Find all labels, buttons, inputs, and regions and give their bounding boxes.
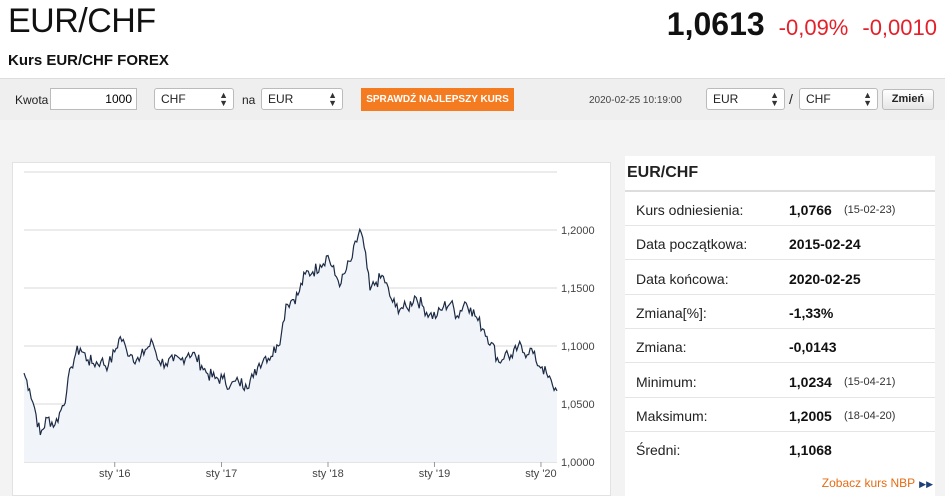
nbp-rate-link[interactable]: Zobacz kurs NBP ▶▶: [822, 476, 933, 490]
stat-value: 1,2005: [789, 407, 832, 424]
to-currency-value: EUR: [268, 92, 294, 106]
stat-label: Maksimum:: [636, 407, 708, 424]
stat-label: Minimum:: [636, 373, 697, 390]
pair-base-value: EUR: [713, 92, 739, 106]
from-currency-value: CHF: [161, 92, 186, 106]
select-arrows-icon: ▲ ▼: [863, 90, 872, 108]
quote-timestamp: 2020-02-25 10:19:00: [589, 95, 682, 106]
y-tick-label: 1,1500: [561, 283, 595, 295]
amount-label: Kwota: [15, 93, 49, 107]
y-tick-label: 1,2000: [561, 225, 595, 237]
page-title: EUR/CHF: [8, 2, 156, 40]
stat-value: 1,0234: [789, 373, 832, 390]
change-percent: -0,09%: [778, 15, 849, 40]
stat-date: (15-04-21): [844, 375, 896, 388]
pair-separator: /: [789, 91, 793, 107]
stat-value: -0,0143: [789, 339, 837, 356]
nbp-link-label: Zobacz kurs NBP: [821, 476, 916, 490]
select-arrows-icon: ▲ ▼: [328, 90, 337, 108]
x-tick-label: sty '18: [312, 468, 343, 480]
to-label: na: [242, 93, 256, 107]
price-chart[interactable]: 1,0000 1,0500 1,1000 1,1500 1,2000 sty '16 sty…: [12, 162, 611, 496]
stat-date: (18-04-20): [844, 409, 896, 422]
stat-label: Data końcowa:: [636, 270, 729, 287]
x-tick-label: sty '19: [419, 468, 450, 480]
stat-label: Kurs odniesienia:: [636, 202, 744, 218]
stat-row: Zmiana: -0,0143: [625, 329, 935, 364]
stat-value: 2020-02-25: [789, 270, 861, 287]
to-currency-select[interactable]: EUR ▲ ▼: [261, 88, 343, 110]
stats-panel: EUR/CHF Kurs odniesienia: 1,0766 (15-02-23…: [625, 156, 935, 496]
pair-quote-value: CHF: [806, 92, 831, 106]
x-tick-label: sty '17: [206, 468, 237, 480]
change-pair-button[interactable]: Zmień: [882, 89, 934, 110]
page-subtitle: Kurs EUR/CHF FOREX: [8, 52, 169, 69]
stat-row: Zmiana[%]: -1,33%: [625, 295, 935, 329]
pair-base-select[interactable]: EUR ▲ ▼: [706, 88, 785, 110]
y-tick-label: 1,0000: [561, 457, 595, 469]
stat-value: 2015-02-24: [789, 236, 861, 253]
stat-label: Zmiana[%]:: [636, 304, 707, 321]
stat-value: 1,1068: [789, 442, 832, 459]
stat-value: -1,33%: [789, 304, 834, 321]
x-tick-label: sty '20: [525, 468, 556, 480]
stat-row: Maksimum: 1,2005 (18-04-20): [625, 398, 935, 432]
quote-box: 1,0613 -0,09% -0,0010: [667, 6, 937, 43]
stat-row: Minimum: 1,0234 (15-04-21): [625, 364, 935, 398]
best-rate-button[interactable]: SPRAWDŹ NAJLEPSZY KURS: [361, 88, 514, 111]
stat-label: Średni:: [636, 442, 681, 459]
stat-row: Data końcowa: 2020-02-25: [625, 261, 935, 295]
stat-label: Data początkowa:: [636, 236, 748, 253]
from-currency-select[interactable]: CHF ▲ ▼: [154, 88, 234, 110]
series-area: [24, 229, 557, 462]
stat-value: 1,0766: [789, 202, 832, 218]
stats-divider: [625, 190, 935, 192]
select-arrows-icon: ▲ ▼: [219, 90, 228, 108]
pair-quote-select[interactable]: CHF ▲ ▼: [799, 88, 878, 110]
current-price: 1,0613: [666, 6, 765, 42]
series-line: [23, 227, 558, 436]
stat-row: Kurs odniesienia: 1,0766 (15-02-23): [625, 192, 935, 226]
double-arrow-right-icon: ▶▶: [919, 479, 933, 489]
x-tick-label: sty '16: [99, 468, 130, 480]
converter-toolbar: Kwota CHF ▲▼ na EUR ▲▼ SPRAWDŹ NAJLEPSZY…: [0, 78, 945, 120]
amount-input[interactable]: [50, 88, 137, 110]
stat-row: Średni: 1,1068: [625, 432, 935, 466]
stat-label: Zmiana:: [636, 339, 687, 356]
stat-date: (15-02-23): [844, 204, 896, 216]
change-absolute: -0,0010: [862, 15, 937, 40]
stat-row: Data początkowa: 2015-02-24: [625, 226, 935, 261]
select-arrows-icon: ▲ ▼: [770, 90, 779, 108]
stats-title: EUR/CHF: [627, 164, 699, 181]
y-tick-label: 1,1000: [561, 341, 595, 353]
y-tick-label: 1,0500: [561, 399, 595, 411]
